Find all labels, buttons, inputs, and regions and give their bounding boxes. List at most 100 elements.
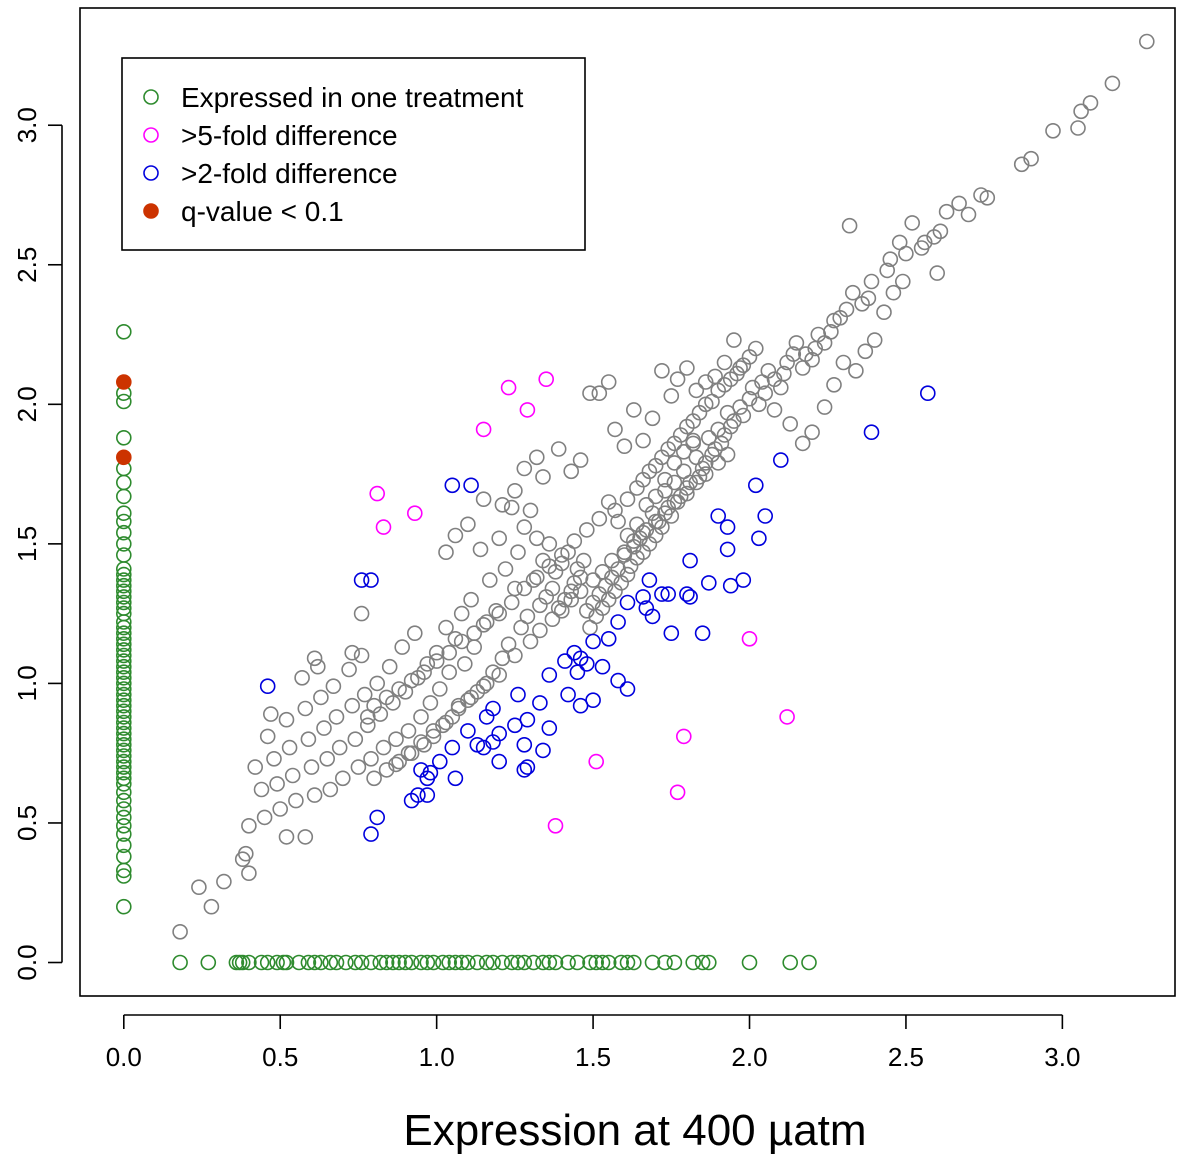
data-point [288,792,304,809]
data-point [794,360,811,376]
data-point [826,376,842,393]
data-point [388,756,404,773]
x-axis: 0.0 0.5 1.0 1.5 2.0 2.5 3.0 [106,1014,1080,1072]
data-point [116,636,132,653]
data-point [116,784,132,801]
data-point [116,776,132,792]
data-point [241,865,257,882]
data-point [325,678,342,695]
data-point [306,650,323,667]
data-point [488,602,504,619]
data-point [610,614,626,630]
data-point [516,519,533,535]
plot-frame [79,7,1176,997]
data-point [782,954,799,971]
data-point [241,954,257,971]
data-point [885,284,902,301]
data-point [491,753,508,770]
data-point [600,630,617,647]
data-point [116,697,132,714]
data-point [569,954,586,971]
data-point [247,759,263,775]
data-point [510,686,526,703]
data-point [535,742,551,759]
data-point [413,734,429,750]
data-point [460,516,476,533]
data-point [625,954,642,971]
data-point [372,954,389,971]
data-point [641,572,658,588]
data-point [272,801,289,817]
data-point [951,195,967,212]
data-point [116,675,132,692]
legend-marker [143,127,159,143]
data-point [341,661,357,678]
data-point [519,711,536,728]
data-point [1073,103,1089,120]
data-point [973,187,989,203]
data-point [281,739,298,756]
data-point [400,745,417,762]
data-point [547,817,564,834]
data-point [347,954,364,971]
data-point [710,421,727,438]
y-tick-label: 1.0 [12,665,42,701]
data-point [403,792,420,809]
data-point [719,446,736,463]
data-point [116,868,132,884]
data-point [666,474,683,491]
data-point [363,572,379,588]
data-point [303,759,320,775]
data-point [331,739,348,756]
data-point [682,552,698,569]
data-point [566,533,583,549]
data-point [378,689,395,706]
data-point [563,591,580,608]
data-point [904,215,921,231]
data-point [929,265,946,281]
data-point [347,731,364,748]
data-point [722,577,739,594]
data-point [375,739,392,756]
data-point [306,954,323,971]
data-point [494,650,511,667]
data-point [494,954,511,971]
data-point [116,692,132,709]
data-point [313,689,329,706]
data-point [116,736,132,753]
data-point [619,954,636,971]
data-point [253,954,270,971]
data-point [116,826,132,842]
data-point [535,469,551,485]
data-point [472,541,489,558]
data-point [369,675,386,692]
data-point [278,829,295,845]
data-point [657,482,673,499]
data-point [801,954,817,971]
data-point [116,577,132,594]
data-point [744,379,761,396]
legend-marker [143,165,159,181]
data-point [294,669,310,686]
data-point [456,656,473,672]
data-point [116,583,132,600]
data-point [719,541,736,558]
data-point [700,429,717,446]
data-point [735,407,752,424]
data-point [481,572,498,588]
data-point [262,706,279,722]
data-point [428,644,445,661]
data-point [388,731,404,748]
data-point [572,583,589,600]
data-point [1139,33,1155,50]
data-point [600,954,617,971]
data-point [735,572,752,588]
data-point [116,898,132,915]
data-point [816,399,833,415]
data-point [525,572,542,588]
data-point [679,586,695,602]
data-point [560,686,576,703]
data-point [510,954,526,971]
data-point [550,441,567,457]
data-point [926,229,942,245]
